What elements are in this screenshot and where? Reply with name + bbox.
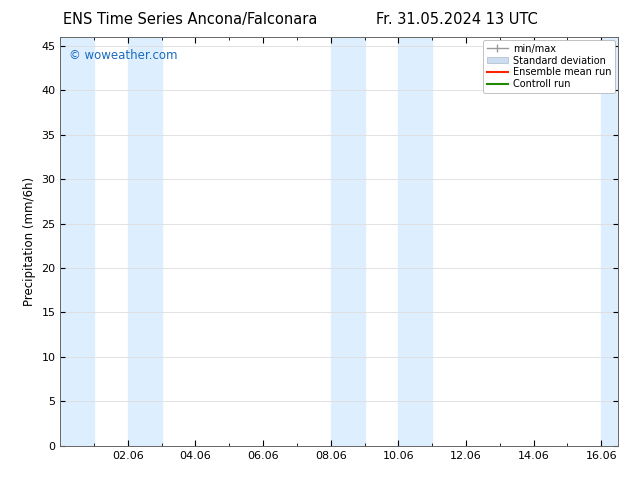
Bar <box>60 37 94 446</box>
Text: Fr. 31.05.2024 13 UTC: Fr. 31.05.2024 13 UTC <box>375 12 538 27</box>
Text: ENS Time Series Ancona/Falconara: ENS Time Series Ancona/Falconara <box>63 12 318 27</box>
Legend: min/max, Standard deviation, Ensemble mean run, Controll run: min/max, Standard deviation, Ensemble me… <box>482 40 615 93</box>
Bar <box>331 37 365 446</box>
Bar <box>601 37 618 446</box>
Bar <box>128 37 162 446</box>
Y-axis label: Precipitation (mm/6h): Precipitation (mm/6h) <box>23 177 36 306</box>
Text: © woweather.com: © woweather.com <box>68 49 177 62</box>
Bar <box>398 37 432 446</box>
